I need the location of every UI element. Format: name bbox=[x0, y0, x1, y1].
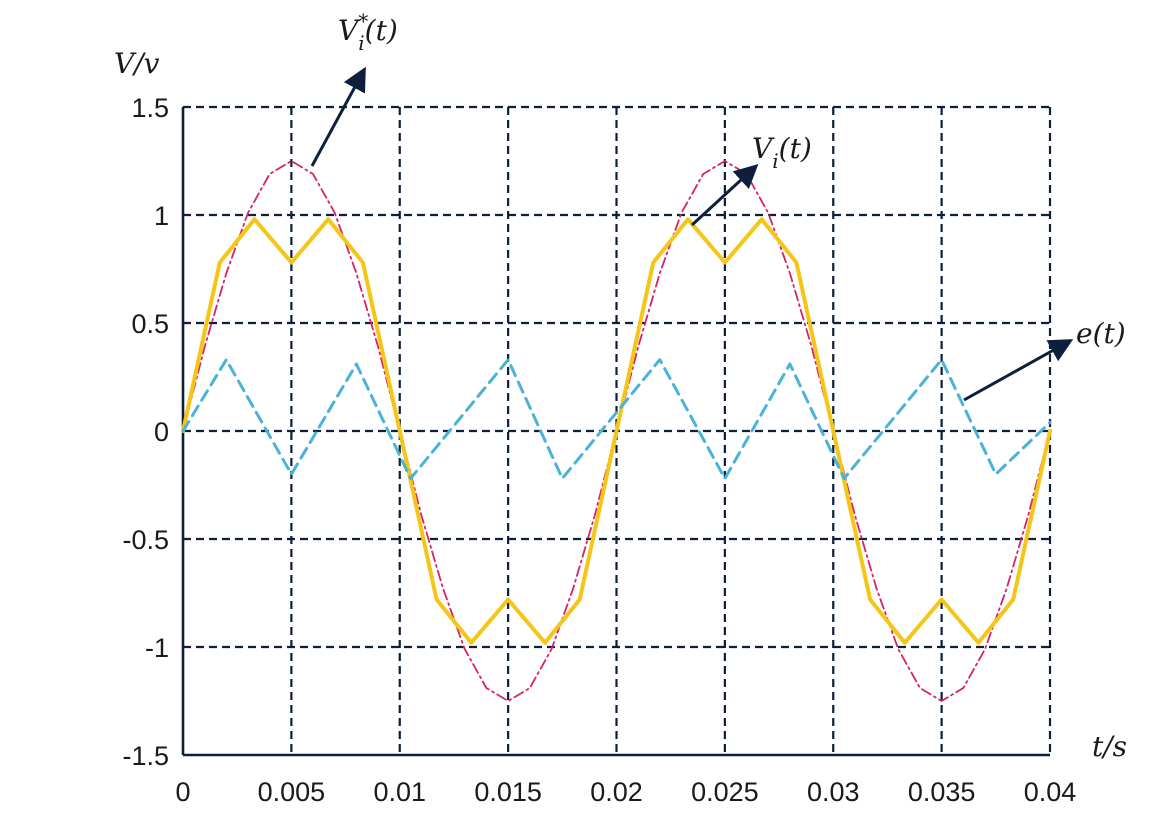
x-axis-label: t/s bbox=[1092, 730, 1127, 763]
series-line-2 bbox=[181, 358, 1052, 480]
annotation-vi: Vi(t) bbox=[690, 132, 812, 227]
annotation-vi-star-label: V* i(t) bbox=[338, 9, 398, 55]
grid-lines bbox=[183, 105, 1052, 755]
y-tick-label: 0.5 bbox=[131, 309, 169, 339]
y-tick-label: -0.5 bbox=[122, 525, 169, 555]
plot-area bbox=[181, 160, 1052, 702]
annotation-vi-arrow bbox=[690, 163, 759, 227]
annotation-e-label: e(t) bbox=[1076, 317, 1126, 350]
x-tick-label: 0 bbox=[175, 777, 190, 807]
y-tick-label: 0 bbox=[154, 417, 169, 447]
x-tick-label: 0.005 bbox=[258, 777, 326, 807]
y-tick-label: -1 bbox=[145, 633, 169, 663]
x-tick-label: 0.04 bbox=[1024, 777, 1077, 807]
x-tick-label: 0.01 bbox=[373, 777, 426, 807]
y-axis-label: V/v bbox=[114, 47, 160, 80]
x-tick-label: 0.015 bbox=[474, 777, 542, 807]
annotation-vi-star-arrow bbox=[310, 66, 366, 167]
x-tick-label: 0.025 bbox=[691, 777, 759, 807]
tick-labels: 1.510.50-0.5-1-1.50 0.005 0.01 0.015 0.02 0.0… bbox=[122, 93, 1076, 807]
y-tick-label: 1 bbox=[154, 201, 169, 231]
annotation-e-arrow bbox=[963, 339, 1074, 402]
y-tick-label: 1.5 bbox=[131, 93, 169, 123]
x-tick-label: 0.02 bbox=[590, 777, 643, 807]
annotation-vi-label: Vi(t) bbox=[752, 132, 812, 173]
annotation-vi-star: V* i(t) bbox=[310, 9, 398, 167]
series-line-1 bbox=[181, 217, 1052, 645]
x-tick-label: 0.035 bbox=[908, 777, 976, 807]
annotation-e: e(t) bbox=[963, 317, 1126, 402]
x-tick-label: 0.03 bbox=[807, 777, 860, 807]
y-tick-label: -1.5 bbox=[122, 741, 169, 771]
